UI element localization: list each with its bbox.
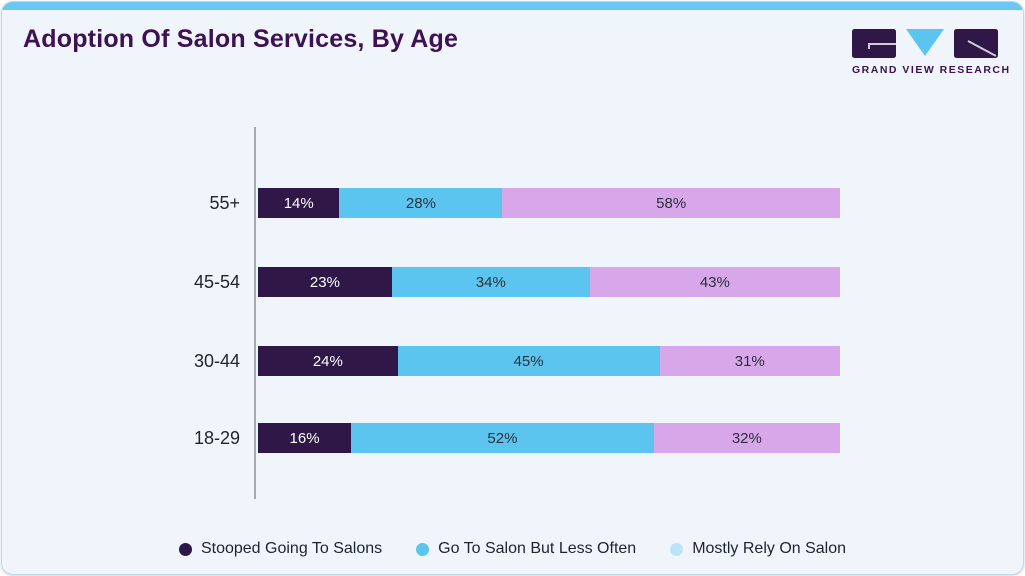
bar-segment: 52% bbox=[351, 423, 654, 453]
legend-item: Stooped Going To Salons bbox=[178, 540, 383, 558]
legend-label: Stooped Going To Salons bbox=[200, 540, 383, 557]
bar-segment: 43% bbox=[589, 267, 840, 297]
logo-g-icon bbox=[852, 29, 896, 58]
category-label: 30-44 bbox=[193, 351, 240, 371]
legend-dot-icon bbox=[670, 542, 684, 556]
bar-segment: 31% bbox=[659, 346, 840, 376]
bar-segment: 16% bbox=[258, 423, 352, 453]
legend-dot-icon bbox=[416, 542, 430, 556]
category-label: 18-29 bbox=[193, 428, 240, 448]
stacked-bar: 23% 34% 43% bbox=[258, 267, 840, 297]
y-axis-line bbox=[254, 127, 256, 499]
logo-r-icon bbox=[954, 29, 998, 58]
logo-v-icon bbox=[906, 29, 944, 56]
brand-name: GRAND VIEW RESEARCH bbox=[852, 64, 1011, 76]
stacked-bar: 24% 45% 31% bbox=[258, 346, 840, 376]
stacked-bar: 14% 28% 58% bbox=[258, 188, 840, 218]
bar-segment: 28% bbox=[339, 188, 503, 218]
bar-row: 18-29 16% 52% 32% bbox=[2, 423, 1023, 453]
bar-segment: 23% bbox=[258, 267, 392, 297]
legend-label: Go To Salon But Less Often bbox=[438, 540, 637, 557]
category-label: 45-54 bbox=[193, 272, 240, 292]
top-accent-strip bbox=[2, 2, 1023, 10]
bar-row: 55+ 14% 28% 58% bbox=[2, 188, 1023, 218]
legend-label: Mostly Rely On Salon bbox=[692, 540, 847, 557]
brand-logo: GRAND VIEW RESEARCH bbox=[852, 29, 1011, 76]
page-title: Adoption Of Salon Services, By Age bbox=[23, 25, 459, 53]
legend-item: Mostly Rely On Salon bbox=[670, 540, 846, 558]
stacked-bar: 16% 52% 32% bbox=[258, 423, 840, 453]
legend-item: Go To Salon But Less Often bbox=[416, 540, 636, 558]
bar-row: 30-44 24% 45% 31% bbox=[2, 346, 1023, 376]
bar-segment: 45% bbox=[397, 346, 660, 376]
legend: Stooped Going To Salons Go To Salon But L… bbox=[2, 539, 1023, 559]
legend-dot-icon bbox=[178, 542, 192, 556]
bar-segment: 24% bbox=[258, 346, 398, 376]
brand-logo-shapes bbox=[852, 29, 998, 58]
bar-segment: 14% bbox=[258, 188, 340, 218]
category-label: 55+ bbox=[209, 193, 240, 213]
bar-segment: 58% bbox=[502, 188, 840, 218]
bar-segment: 34% bbox=[391, 267, 590, 297]
bar-row: 45-54 23% 34% 43% bbox=[2, 267, 1023, 297]
bar-segment: 32% bbox=[653, 423, 840, 453]
